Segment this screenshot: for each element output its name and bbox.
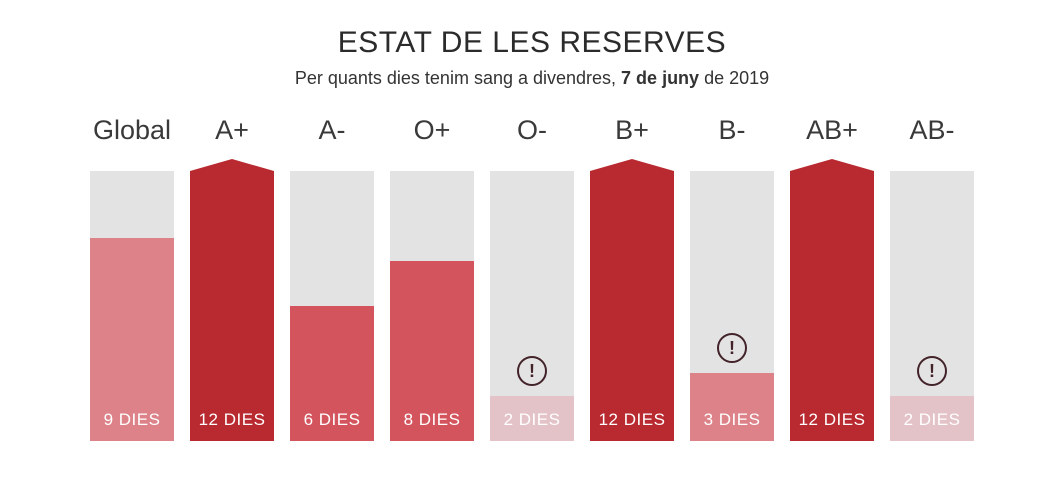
- column-header-label: AB-: [909, 114, 955, 145]
- days-label: 2 DIES: [903, 409, 961, 429]
- column-header-label: Global: [92, 114, 172, 145]
- bar-area: ! 2 DIES: [490, 159, 574, 441]
- bar-fill: [190, 170, 274, 441]
- days-label: 12 DIES: [798, 409, 866, 429]
- bar-fill: [290, 305, 374, 441]
- days-label: 12 DIES: [598, 409, 666, 429]
- days-label: 2 DIES: [503, 409, 561, 429]
- bar-area: ! 3 DIES: [690, 159, 774, 441]
- bar-area: 12 DIES: [590, 158, 674, 441]
- chart: Global 9 DIES A+ 12 DIES A- 6 DIES O+ 8 DIES O-!…: [0, 109, 1064, 441]
- bar-fill: [390, 260, 474, 441]
- days-label: 8 DIES: [403, 409, 461, 429]
- column-header-label: O+: [413, 114, 451, 145]
- column-header-label: O-: [517, 114, 547, 145]
- bar-area: ! 2 DIES: [890, 159, 974, 441]
- bar-fill: [490, 395, 574, 441]
- column-a-pos: A+ 12 DIES: [190, 109, 274, 441]
- bar-fill: [890, 395, 974, 441]
- column-o-pos: O+ 8 DIES: [390, 109, 474, 441]
- page-subtitle: Per quants dies tenim sang a divendres, …: [0, 68, 1064, 89]
- warning-icon: !: [717, 332, 747, 363]
- days-label: 6 DIES: [303, 409, 361, 429]
- bar-area: 8 DIES: [390, 159, 474, 441]
- page-title: ESTAT DE LES RESERVES: [337, 26, 727, 59]
- bar-full-arrow-icon: [790, 158, 874, 171]
- subtitle-suffix: de 2019: [699, 67, 770, 88]
- warning-icon: !: [917, 355, 947, 386]
- bar-full-arrow-icon: [590, 158, 674, 171]
- column-o-neg: O-! 2 DIES: [490, 109, 574, 441]
- bar-fill: [590, 170, 674, 441]
- bar-full-arrow-icon: [190, 158, 274, 171]
- column-header-label: AB+: [806, 114, 858, 145]
- column-ab-neg: AB-! 2 DIES: [890, 109, 974, 441]
- column-a-neg: A- 6 DIES: [290, 109, 374, 441]
- bar-fill: [790, 170, 874, 441]
- subtitle-date: 7 de juny: [621, 67, 700, 88]
- days-label: 9 DIES: [103, 409, 161, 429]
- column-b-neg: B-! 3 DIES: [690, 109, 774, 441]
- bar-fill: [90, 237, 174, 441]
- days-label: 12 DIES: [198, 409, 266, 429]
- days-label: 3 DIES: [703, 409, 761, 429]
- bar-area: 6 DIES: [290, 159, 374, 441]
- warning-icon: !: [517, 355, 547, 386]
- column-b-pos: B+ 12 DIES: [590, 109, 674, 441]
- bar-fill: [690, 372, 774, 441]
- column-ab-pos: AB+ 12 DIES: [790, 109, 874, 441]
- bar-area: 12 DIES: [790, 158, 874, 441]
- column-header-label: A+: [215, 114, 249, 145]
- bar-area: 9 DIES: [90, 159, 174, 441]
- subtitle-prefix: Per quants dies tenim sang a divendres,: [294, 67, 622, 88]
- column-header-label: A-: [318, 114, 346, 145]
- column-header-label: B+: [615, 114, 649, 145]
- column-global: Global 9 DIES: [90, 109, 174, 441]
- column-header-label: B-: [718, 114, 746, 145]
- bar-area: 12 DIES: [190, 158, 274, 441]
